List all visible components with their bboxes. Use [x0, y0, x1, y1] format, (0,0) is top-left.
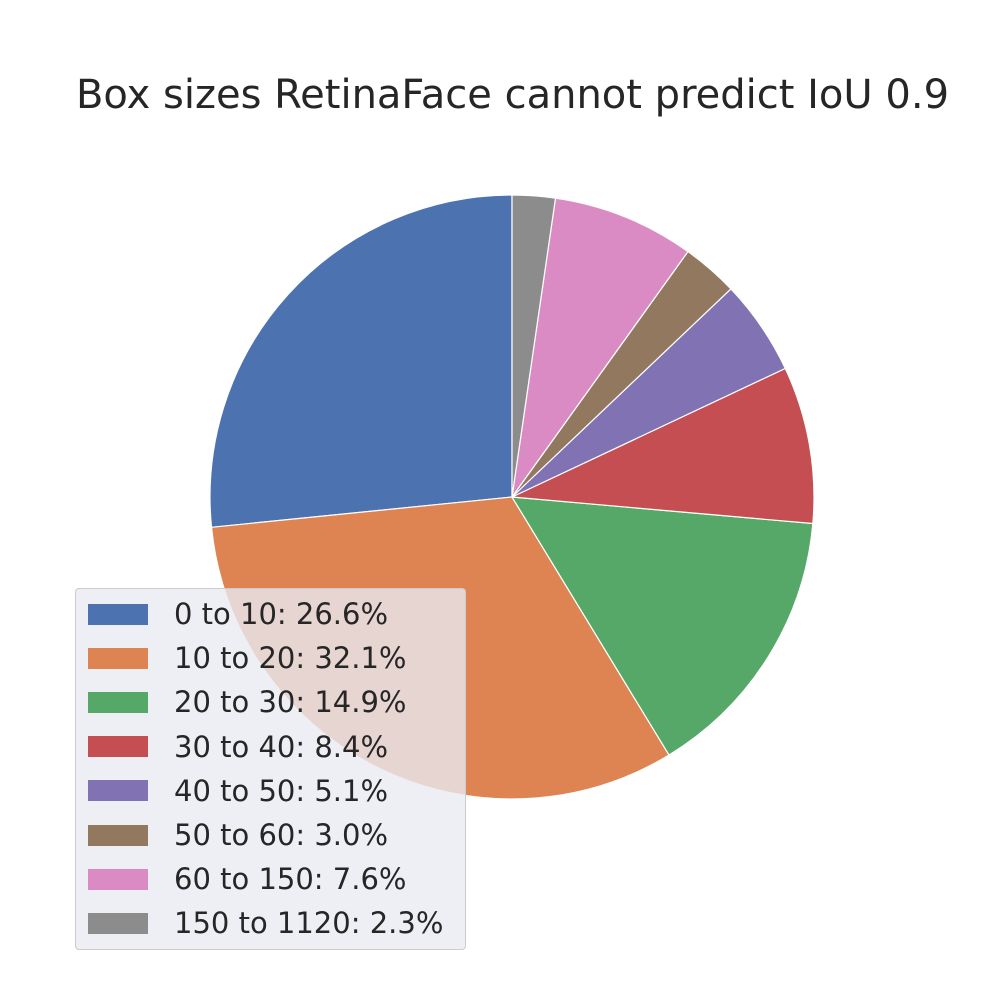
- legend-item: 20 to 30: 14.9%: [88, 685, 407, 720]
- legend-label: 50 to 60: 3.0%: [174, 818, 389, 852]
- legend-item: 0 to 10: 26.6%: [88, 597, 389, 631]
- legend-swatch: [88, 868, 148, 890]
- legend-swatch: [88, 736, 148, 758]
- legend-label: 60 to 150: 7.6%: [174, 862, 407, 897]
- legend-item: 50 to 60: 3.0%: [88, 818, 389, 852]
- pie-slice-4: [511, 367, 815, 525]
- legend-swatch: [88, 780, 148, 802]
- pie-slice-8: [511, 194, 557, 498]
- pie-slice-3: [511, 496, 814, 756]
- legend-item: 150 to 1120: 2.3%: [88, 906, 444, 941]
- legend-swatch: [88, 824, 148, 846]
- pie-slice-1: [209, 194, 513, 528]
- legend-label: 20 to 30: 14.9%: [174, 685, 407, 720]
- legend-swatch: [88, 912, 148, 934]
- chart-title: Box sizes RetinaFace cannot predict IoU …: [75, 72, 950, 118]
- legend-swatch: [88, 647, 148, 669]
- legend-label: 10 to 20: 32.1%: [174, 641, 407, 676]
- legend-item: 40 to 50: 5.1%: [88, 773, 389, 808]
- legend-item: 10 to 20: 32.1%: [88, 641, 407, 676]
- legend-label: 150 to 1120: 2.3%: [174, 906, 444, 941]
- legend-swatch: [88, 603, 148, 625]
- legend: 0 to 10: 26.6% 10 to 20: 32.1% 20 to 30: 1…: [75, 588, 466, 950]
- legend-item: 60 to 150: 7.6%: [88, 862, 407, 897]
- legend-label: 40 to 50: 5.1%: [174, 773, 389, 808]
- legend-label: 0 to 10: 26.6%: [174, 597, 389, 631]
- legend-label: 30 to 40: 8.4%: [174, 729, 389, 764]
- legend-swatch: [88, 691, 148, 713]
- pie-slice-7: [511, 197, 689, 498]
- legend-item: 30 to 40: 8.4%: [88, 729, 389, 764]
